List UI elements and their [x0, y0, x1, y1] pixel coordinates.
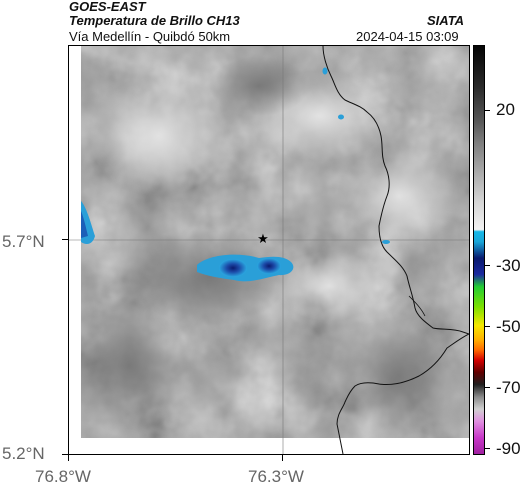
lon-label-left: 76.8°W: [35, 467, 91, 486]
lat-tick-5.7: [62, 239, 68, 240]
agency-label: SIATA: [427, 13, 465, 28]
colorbar-label-minus50: -50: [496, 317, 521, 336]
lat-tick-5.2: [62, 454, 68, 455]
coastline-north: [322, 46, 469, 335]
colorbar-label-minus30: -30: [496, 256, 521, 275]
colorbar: [473, 45, 485, 455]
lat-label-bottom: 5.2°N: [2, 444, 45, 463]
product-title: Temperatura de Brillo CH13: [69, 13, 240, 28]
satellite-label: GOES-EAST: [69, 0, 146, 14]
map-canvas: ★: [69, 46, 469, 454]
colorbar-label-minus90: -90: [496, 439, 521, 458]
timestamp-label: 2024-04-15 03:09: [356, 29, 459, 44]
lon-tick-76.8: [68, 455, 69, 461]
colorbar-label-20: 20: [496, 100, 515, 119]
star-icon: ★: [257, 232, 269, 247]
lon-tick-76.3: [282, 455, 283, 461]
cold-cloud-core-2: [257, 258, 281, 274]
cold-cloud-core-1: [219, 259, 247, 277]
colorbar-label-minus70: -70: [496, 378, 521, 397]
coastline-south: [336, 333, 469, 454]
satellite-map[interactable]: ★: [68, 45, 470, 455]
lon-label-right: 76.3°W: [248, 467, 304, 486]
lat-label-top: 5.7°N: [2, 232, 45, 251]
region-label: Vía Medellín - Quibdó 50km: [69, 29, 231, 44]
